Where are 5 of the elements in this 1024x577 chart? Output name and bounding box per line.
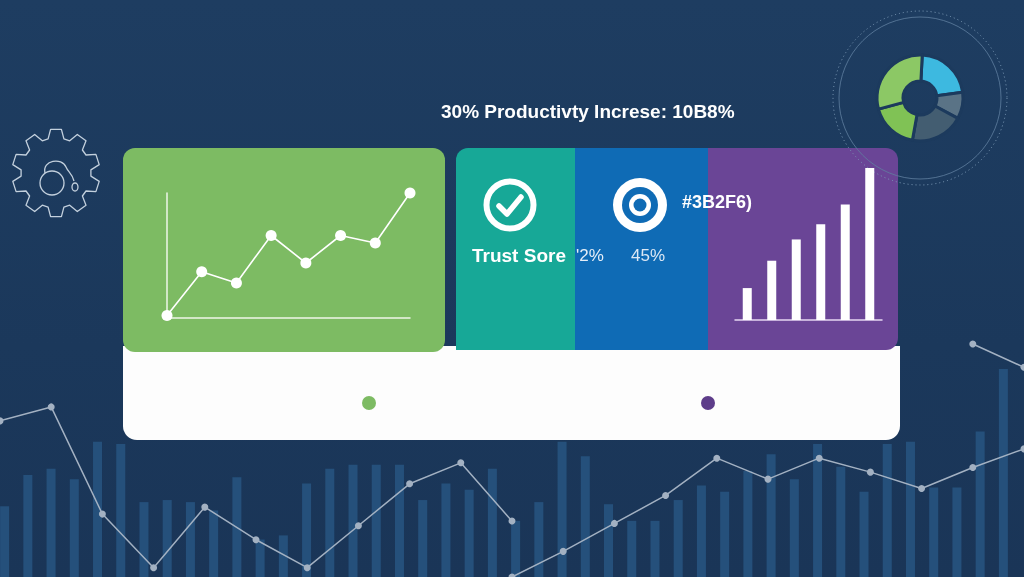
text: '2% (576, 246, 604, 266)
annotation: #3B2F6) (682, 192, 753, 213)
text: 30% Productivty Increse: 10B8% (441, 101, 735, 123)
text: Trust Sore (472, 245, 566, 267)
text: 45% (631, 246, 666, 266)
